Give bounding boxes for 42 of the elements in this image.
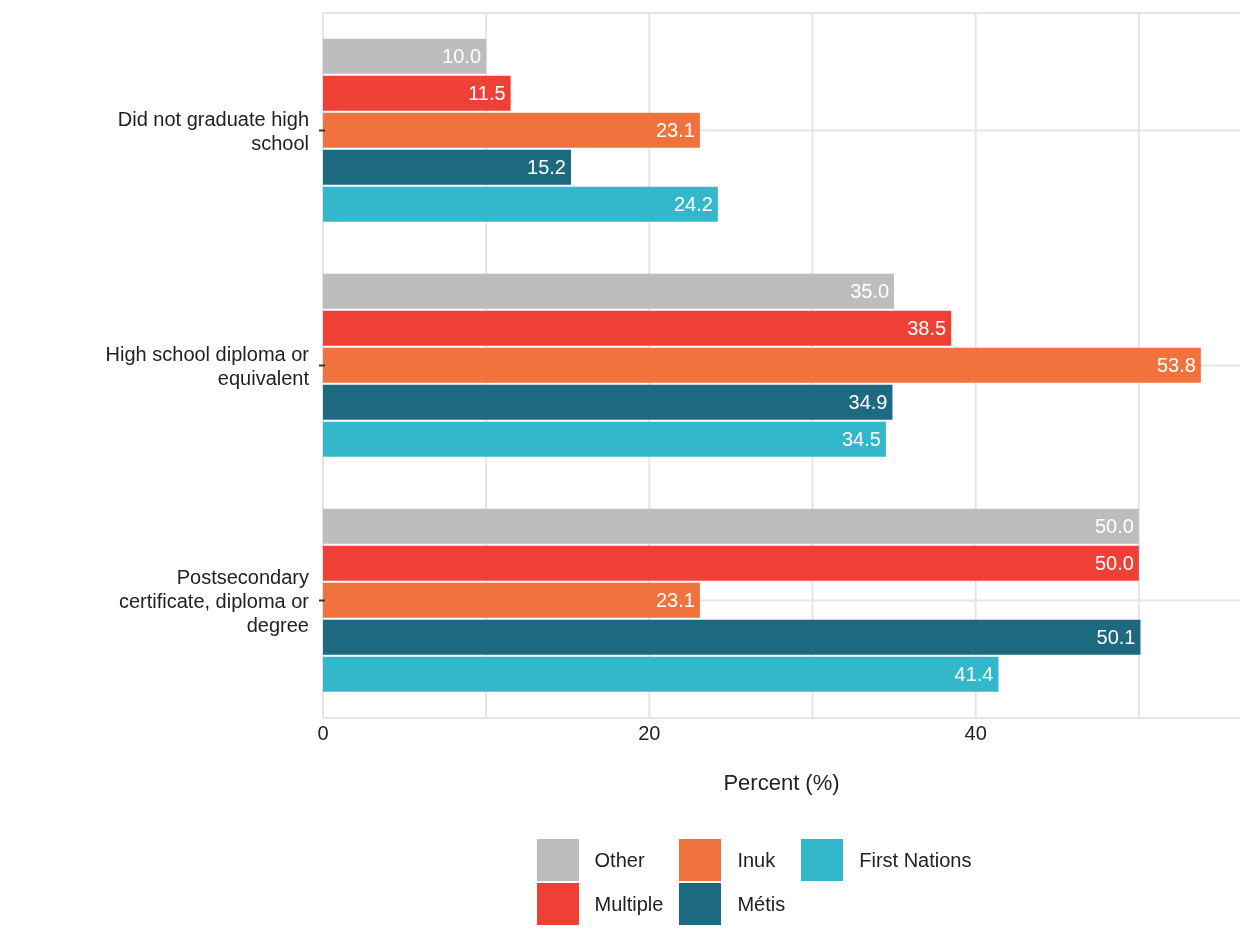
data-label: 50.0 [1094, 552, 1134, 575]
bar [323, 149, 572, 185]
y-tick-label: High school diploma or equivalent [105, 342, 310, 389]
legend-label: Métis [737, 892, 786, 916]
legend-label: Other [594, 848, 645, 872]
bar [323, 186, 718, 222]
legend-label: Inuk [737, 848, 776, 872]
bar [323, 347, 1201, 383]
data-label: 41.4 [954, 663, 994, 686]
y-tick-label: Did not graduate high school [117, 107, 309, 154]
data-label: 38.5 [907, 317, 947, 340]
bar [323, 421, 886, 457]
bar [323, 112, 700, 148]
data-label: 15.2 [527, 156, 567, 179]
x-tick-label: 0 [317, 722, 329, 745]
data-label: 23.1 [655, 119, 695, 142]
bar [323, 38, 487, 74]
data-label: 35.0 [850, 280, 890, 303]
y-tick-label: Postsecondary certificate, diploma or degree [118, 565, 310, 636]
data-label: 50.0 [1094, 515, 1134, 538]
data-label: 50.1 [1096, 626, 1136, 649]
data-label: 10.0 [442, 45, 482, 68]
x-tick-label: 40 [964, 722, 987, 745]
bar [323, 545, 1139, 581]
bar [323, 273, 895, 309]
legend-label: First Nations [859, 848, 972, 872]
data-label: 24.2 [673, 193, 713, 216]
bar [323, 384, 893, 420]
data-label: 53.8 [1156, 354, 1196, 377]
legend-label: Multiple [594, 892, 664, 916]
data-label: 11.5 [468, 82, 506, 105]
data-label: 34.5 [841, 428, 881, 451]
data-label: 34.9 [848, 391, 888, 414]
bar [323, 582, 700, 618]
x-tick-label: 20 [638, 722, 661, 745]
bar [323, 656, 999, 692]
bar [323, 508, 1139, 544]
data-label: 23.1 [655, 589, 695, 612]
bar [323, 75, 511, 111]
x-axis-title: Percent (%) [723, 770, 840, 795]
bar [323, 310, 952, 346]
bar [323, 619, 1141, 655]
